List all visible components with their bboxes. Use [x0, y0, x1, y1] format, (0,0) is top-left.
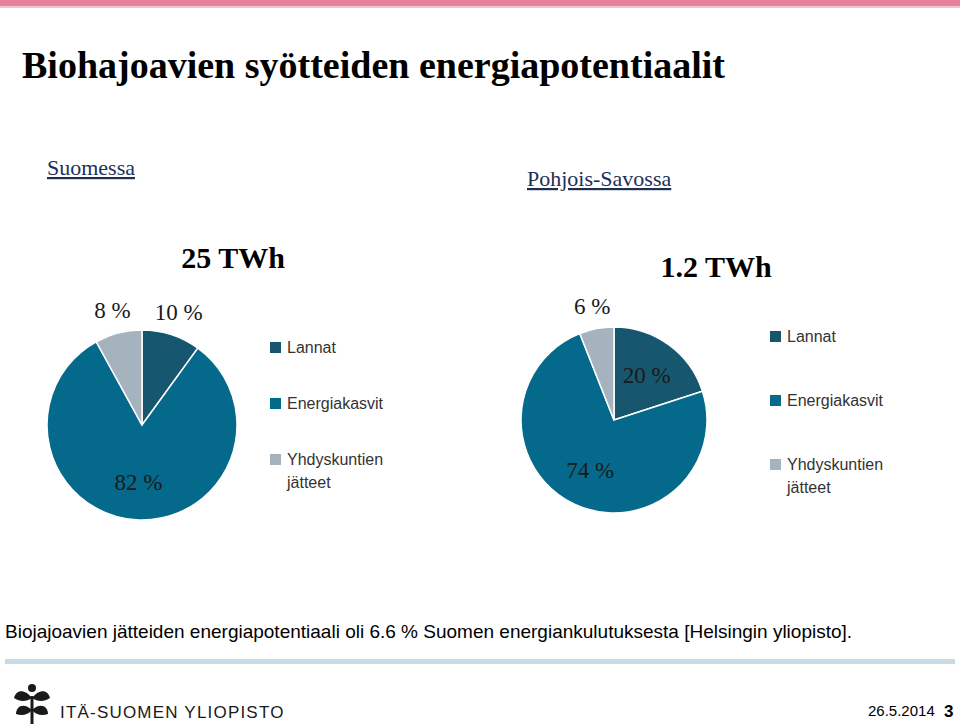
chart-subtitle: 1.2 TWh — [660, 250, 771, 283]
data-label: 8 % — [94, 298, 130, 323]
slide-date: 26.5.2014 — [868, 702, 935, 719]
legend-swatch — [770, 395, 781, 406]
legend-swatch — [770, 459, 781, 470]
logo-leaf — [32, 706, 48, 715]
slide: Biohajoavien syötteiden energiapotentiaa… — [0, 0, 960, 728]
page-number: 3 — [944, 702, 953, 721]
logo-bud — [28, 684, 36, 692]
data-label: 20 % — [623, 363, 671, 388]
data-labels: 10 % 82 % 8 % — [94, 298, 202, 495]
slices — [47, 330, 237, 520]
data-label: 82 % — [114, 470, 162, 495]
top-rule-light — [0, 6, 960, 8]
logo-leaf — [16, 706, 32, 715]
slices — [521, 327, 707, 513]
legend-label: Energiakasvit — [287, 395, 384, 412]
footnote: Biojajoavien jätteiden energiapotentiaal… — [5, 621, 852, 642]
pie-slice — [580, 327, 614, 420]
data-label: 10 % — [155, 300, 203, 325]
logo-leaf — [32, 691, 50, 701]
legend-label: Lannat — [287, 339, 336, 356]
legend: Lannat Energiakasvit Yhdyskuntienjätteet — [770, 328, 884, 496]
data-label: 74 % — [566, 458, 614, 483]
slide-title: Biohajoavien syötteiden energiapotentiaa… — [22, 44, 725, 86]
chart-subtitle: 25 TWh — [181, 241, 285, 274]
top-rule — [0, 0, 960, 6]
pie-slice — [96, 330, 142, 425]
logo-leaf — [14, 691, 32, 701]
legend-swatch — [270, 454, 281, 465]
legend-label: Lannat — [787, 328, 836, 345]
data-labels: 20 % 74 % 6 % — [566, 294, 670, 484]
legend-swatch — [270, 342, 281, 353]
logo-icon — [14, 684, 50, 724]
legend-swatch — [270, 398, 281, 409]
pie-chart: Pohjois-Savossa 1.2 TWh 20 % 74 % 6 % Lannat E… — [521, 166, 884, 513]
legend-swatch — [770, 331, 781, 342]
legend: Lannat Energiakasvit Yhdyskuntienjätteet — [270, 339, 384, 491]
legend-label: Energiakasvit — [787, 392, 884, 409]
legend-label: Yhdyskuntienjätteet — [786, 456, 883, 496]
chart-title: Suomessa — [47, 155, 135, 180]
pie-chart: Suomessa 25 TWh 10 % 82 % 8 % Lannat Energiaka… — [47, 155, 384, 520]
legend-label: Yhdyskuntienjätteet — [286, 451, 383, 491]
data-label: 6 % — [574, 294, 610, 319]
chart-title: Pohjois-Savossa — [527, 166, 671, 191]
logo-text: ITÄ-SUOMEN YLIOPISTO — [60, 703, 285, 722]
bottom-rule — [5, 659, 955, 664]
